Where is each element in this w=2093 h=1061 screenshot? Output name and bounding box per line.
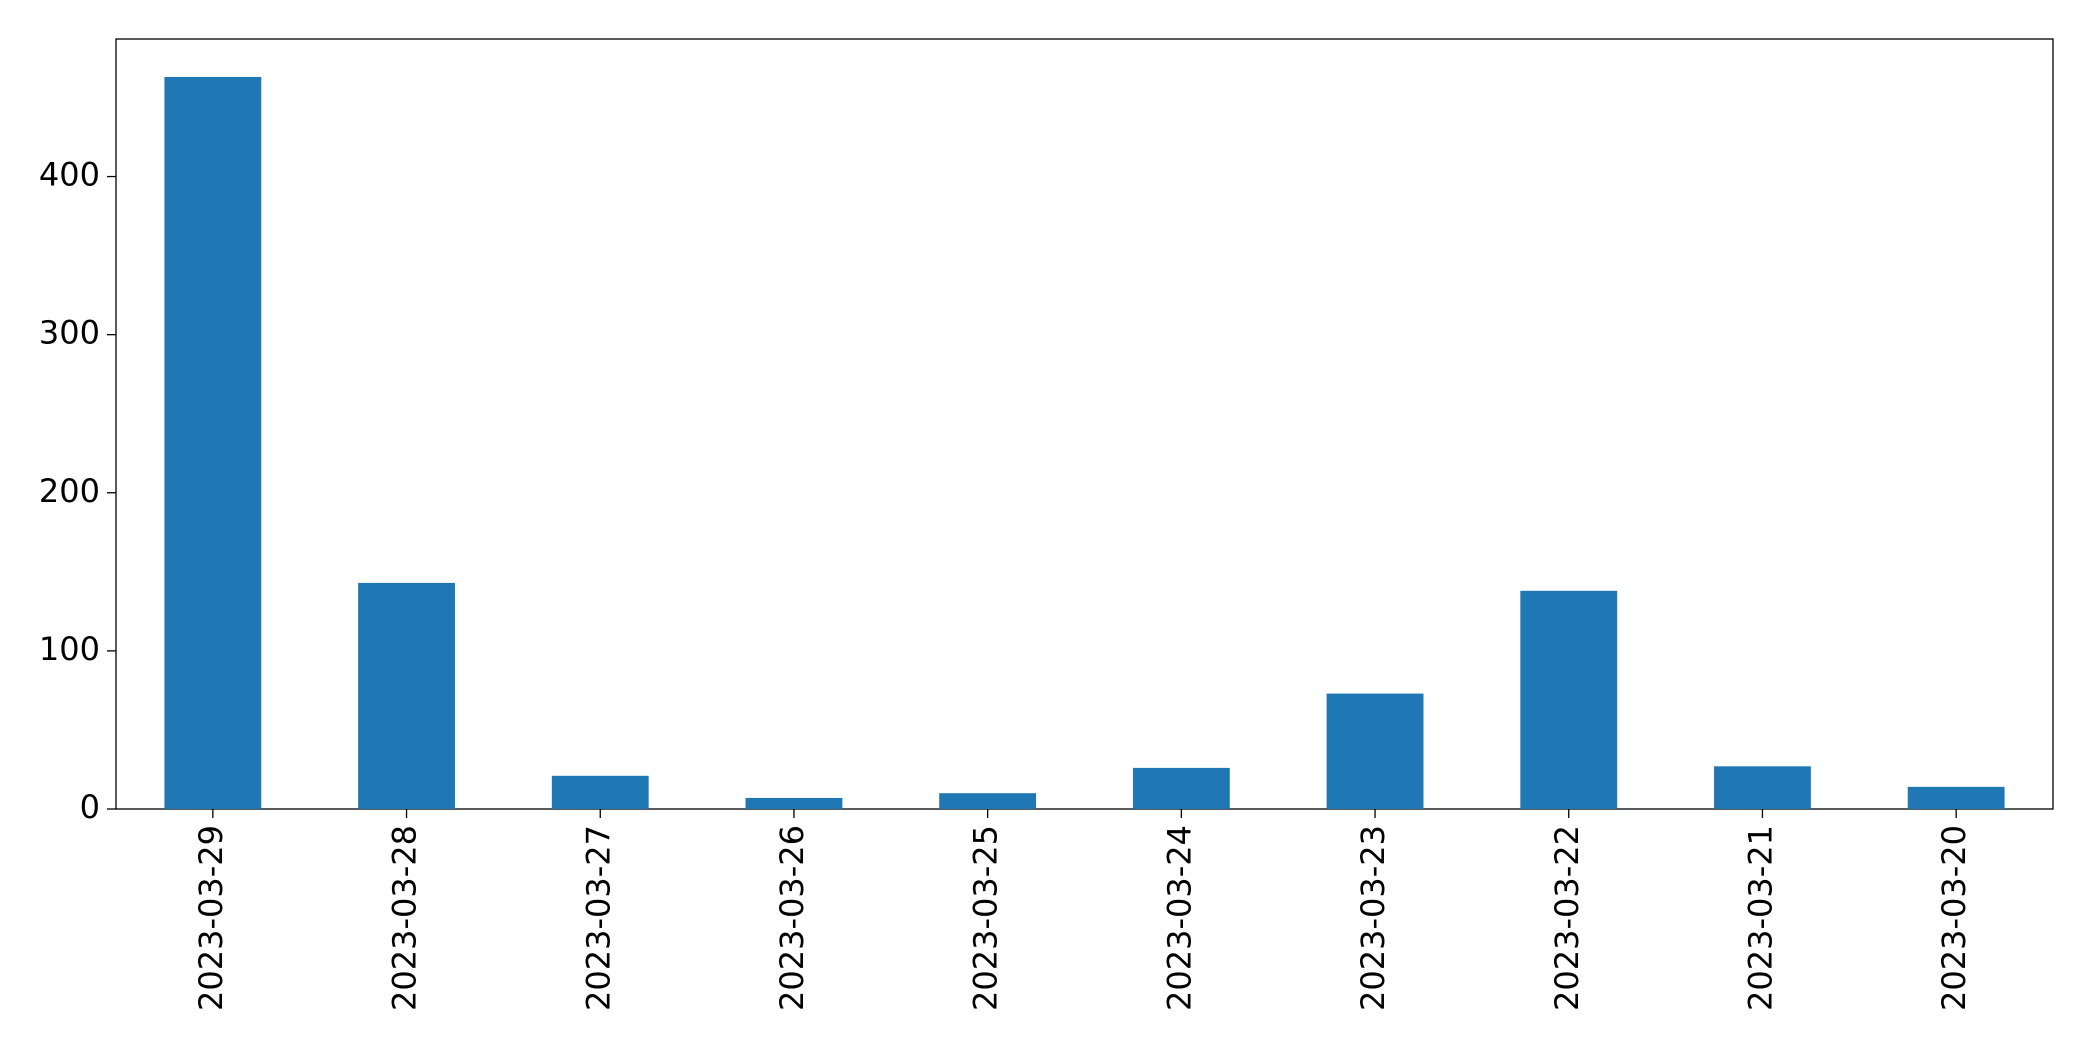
- x-tick-label: 2023-03-25: [967, 825, 1005, 1011]
- y-tick-label: 300: [39, 314, 100, 352]
- bar: [551, 775, 649, 809]
- bar: [1907, 786, 2005, 809]
- y-tick-label: 0: [80, 788, 100, 826]
- y-tick-label: 200: [39, 472, 100, 510]
- x-tick-label: 2023-03-28: [386, 825, 424, 1011]
- bar: [1714, 766, 1811, 809]
- bar: [939, 793, 1037, 809]
- x-tick-label: 2023-03-23: [1354, 825, 1392, 1011]
- bar: [1520, 590, 1618, 809]
- x-tick-label: 2023-03-26: [773, 825, 811, 1011]
- x-tick-label: 2023-03-27: [579, 825, 617, 1011]
- axes-frame: [115, 38, 2054, 810]
- x-tick-label: 2023-03-24: [1160, 825, 1198, 1011]
- x-tick-label: 2023-03-22: [1548, 825, 1586, 1011]
- x-tick-label: 2023-03-21: [1741, 825, 1779, 1011]
- bar: [1326, 693, 1424, 809]
- x-tick-label: 2023-03-20: [1935, 825, 1973, 1011]
- y-tick-label: 400: [39, 156, 100, 194]
- bar: [745, 797, 843, 809]
- bar: [358, 582, 455, 809]
- bar: [1132, 767, 1230, 809]
- bar: [164, 76, 262, 810]
- y-tick-label: 100: [39, 630, 100, 668]
- x-tick-label: 2023-03-29: [192, 825, 230, 1011]
